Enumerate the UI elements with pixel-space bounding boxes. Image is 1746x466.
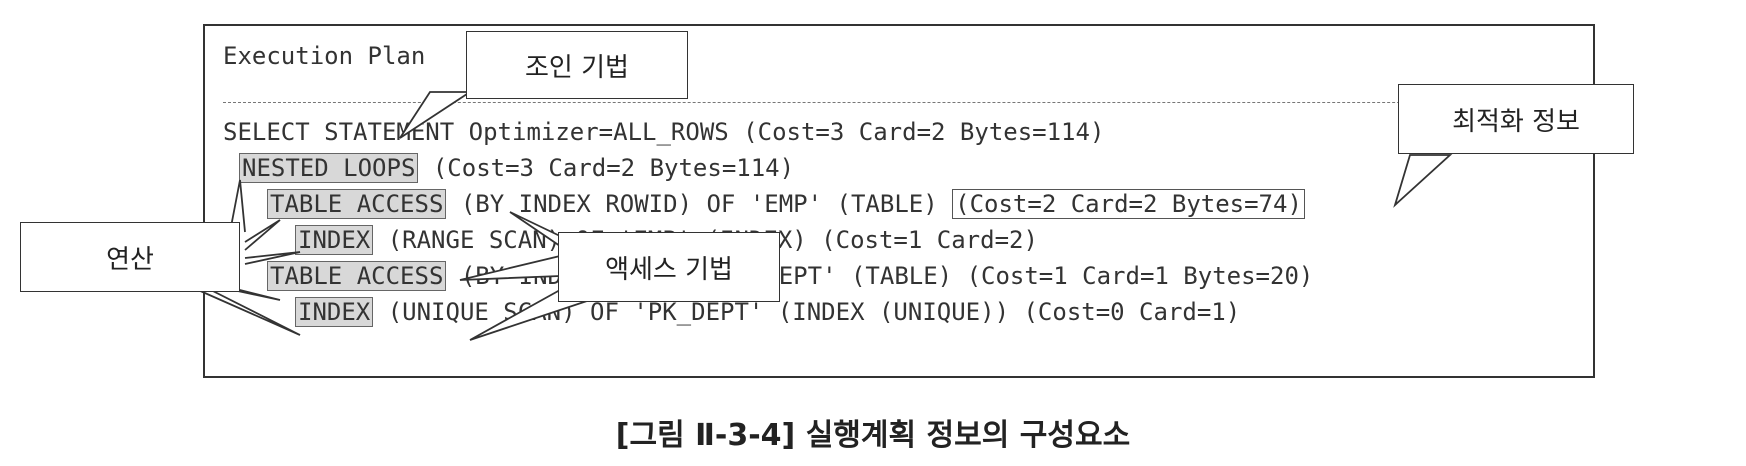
optimizer-info-callout: 최적화 정보: [1398, 84, 1634, 154]
operation-leader-5: [179, 281, 301, 336]
plan-line-prefix: SELECT STATEMENT: [223, 118, 469, 146]
plan-line-nested-loops: NESTED LOOPS (Cost=3 Card=2 Bytes=114): [239, 153, 795, 183]
access-method-callout: 액세스 기법: [558, 232, 780, 302]
access-leader-1: [509, 211, 561, 247]
access-leader-3: [469, 289, 591, 341]
separator-line: [223, 102, 1575, 103]
operation-leader-3: [244, 251, 301, 265]
plan-line-rest: (UNIQUE SCAN) OF 'PK_DEPT' (INDEX (UNIQU…: [373, 298, 1241, 326]
plan-header: Execution Plan: [223, 42, 426, 70]
operation-leader-2: [244, 219, 281, 251]
access-leader-2: [459, 255, 561, 281]
figure-caption: [그림 Ⅱ-3-4] 실행계획 정보의 구성요소: [615, 418, 1131, 453]
plan-line-index-emp: INDEX (RANGE SCAN) OF 'EMP' (INDEX) (Cos…: [295, 225, 1038, 255]
operation-tag: TABLE ACCESS: [267, 189, 447, 219]
join-method-callout: 조인 기법: [466, 31, 688, 99]
operation-callout: 연산: [20, 222, 240, 292]
optimizer-info: (Cost=2 Card=2 Bytes=74): [952, 189, 1305, 219]
operation-tag: TABLE ACCESS: [267, 261, 447, 291]
plan-line-index-dept: INDEX (UNIQUE SCAN) OF 'PK_DEPT' (INDEX …: [295, 297, 1241, 327]
optimizer-leader: [1393, 154, 1453, 208]
plan-line-rest: Optimizer=ALL_ROWS (Cost=3 Card=2 Bytes=…: [468, 118, 1105, 146]
operation-tag: INDEX: [295, 225, 374, 255]
plan-line-select: SELECT STATEMENT Optimizer=ALL_ROWS (Cos…: [223, 118, 1104, 146]
join-leader: [399, 91, 474, 139]
plan-line-rest: (BY INDEX ROWID) OF 'EMP' (TABLE): [446, 190, 953, 218]
operation-tag: NESTED LOOPS: [239, 153, 419, 183]
operation-tag: INDEX: [295, 297, 374, 327]
plan-line-rest: (Cost=3 Card=2 Bytes=114): [418, 154, 795, 182]
operation-leader-1: [229, 179, 246, 233]
plan-line-table-access-emp: TABLE ACCESS (BY INDEX ROWID) OF 'EMP' (…: [267, 189, 1305, 219]
